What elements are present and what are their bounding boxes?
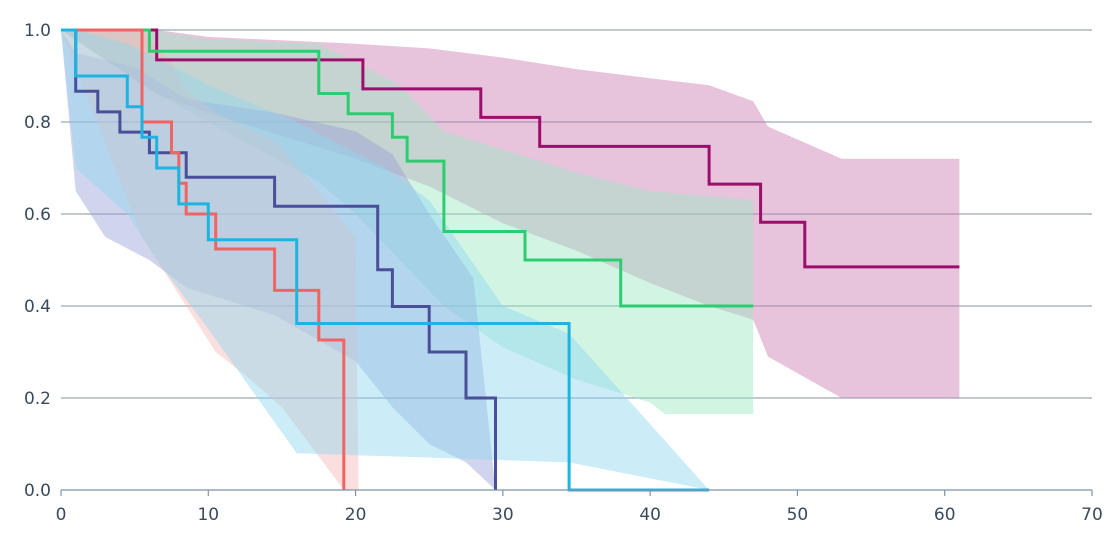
curve-magenta bbox=[61, 28, 960, 269]
y-tick-label-1: 0.2 bbox=[24, 389, 51, 409]
x-tick-label-1: 10 bbox=[197, 505, 219, 525]
x-tick-label-3: 30 bbox=[492, 505, 514, 525]
x-tick-label-6: 60 bbox=[934, 505, 956, 525]
y-tick-labels: 0.0 0.2 0.4 0.6 0.8 1.0 bbox=[24, 21, 51, 501]
x-axis bbox=[60, 489, 1093, 496]
curve-green bbox=[61, 28, 754, 308]
y-tick-label-4: 0.8 bbox=[24, 113, 51, 133]
y-tick-label-2: 0.4 bbox=[24, 297, 51, 317]
y-tick-label-5: 1.0 bbox=[24, 21, 51, 41]
x-tick-label-2: 20 bbox=[345, 505, 367, 525]
curve-indigo bbox=[61, 28, 497, 490]
x-tick-label-0: 0 bbox=[56, 505, 67, 525]
x-tick-label-5: 50 bbox=[787, 505, 809, 525]
x-tick-label-7: 70 bbox=[1081, 505, 1103, 525]
x-tick-label-4: 40 bbox=[639, 505, 661, 525]
band-green bbox=[61, 30, 754, 415]
band-indigo bbox=[61, 30, 496, 490]
y-tick-label-0: 0.0 bbox=[24, 481, 51, 501]
x-tick-labels: 0 10 20 30 40 50 60 70 bbox=[56, 505, 1103, 525]
band-cyan bbox=[61, 30, 710, 490]
curve-red bbox=[61, 28, 346, 490]
confidence-bands bbox=[61, 30, 960, 490]
curve-cyan bbox=[61, 28, 710, 492]
survival-curves bbox=[61, 28, 960, 492]
band-red bbox=[61, 30, 359, 490]
y-tick-label-3: 0.6 bbox=[24, 205, 51, 225]
